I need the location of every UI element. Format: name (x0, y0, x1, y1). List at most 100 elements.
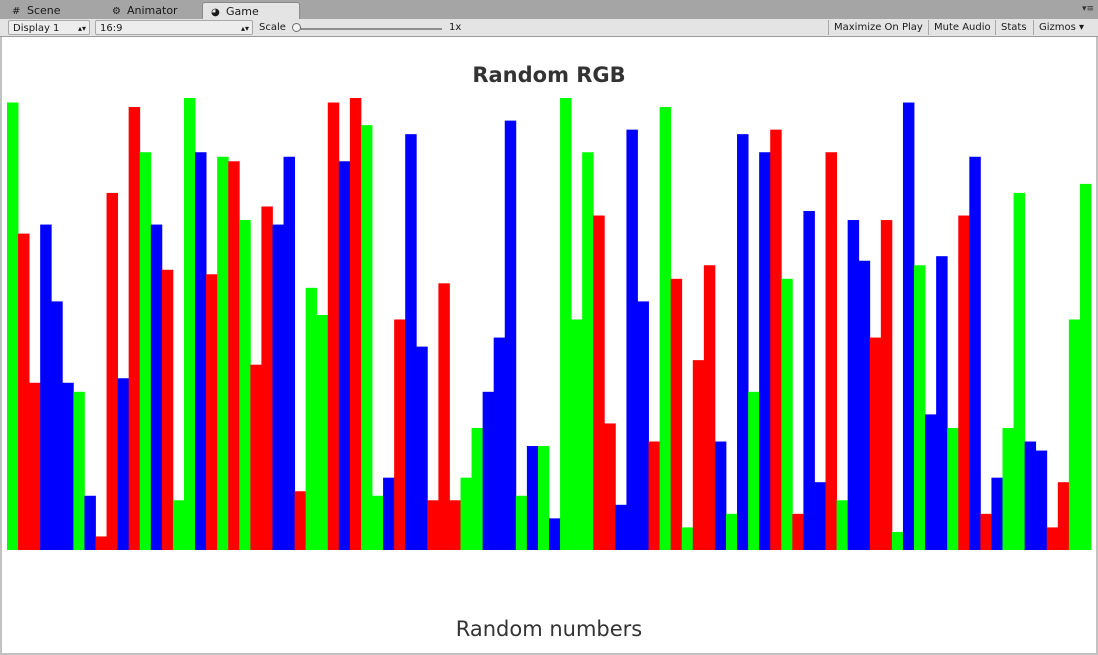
bar (261, 206, 273, 551)
stats-button[interactable]: Stats (995, 20, 1032, 35)
display-value: Display 1 (13, 23, 60, 34)
bar (327, 102, 340, 551)
bar (825, 152, 837, 550)
bar (748, 391, 760, 550)
bar (228, 161, 240, 550)
bar (515, 495, 528, 550)
bar (836, 500, 849, 550)
bar (737, 134, 749, 550)
bar (1046, 527, 1059, 550)
bar (537, 446, 550, 550)
tab-animator-label: Animator (127, 4, 178, 17)
scale-slider-track[interactable] (296, 28, 442, 30)
maximize-on-play-button[interactable]: Maximize On Play (828, 20, 928, 35)
bar (781, 278, 793, 550)
bar (482, 391, 495, 550)
aspect-value: 16:9 (100, 23, 123, 34)
dropdown-arrow-icon: ▴▾ (240, 24, 249, 33)
bar (139, 152, 152, 550)
chevron-down-icon: ▾ (1079, 22, 1085, 33)
bar (670, 278, 683, 550)
bar (372, 495, 384, 550)
bar (891, 531, 904, 550)
bar (172, 500, 185, 550)
tab-bar: # Scene ⚙ Animator ◕ Game ▾≡ (0, 0, 1098, 19)
tab-scene-label: Scene (27, 4, 61, 17)
bar (250, 364, 262, 550)
bar (7, 102, 19, 551)
bar (560, 98, 572, 550)
bar (316, 314, 329, 550)
grid-icon: # (12, 6, 21, 17)
bar (128, 107, 141, 550)
game-view: Random RGB Random numbers (2, 37, 1096, 653)
bar (161, 269, 174, 550)
bar (703, 265, 716, 550)
tab-game-label: Game (226, 5, 259, 18)
scale-value: 1x (449, 22, 462, 33)
gizmos-label: Gizmos (1039, 22, 1076, 33)
bar (349, 98, 362, 550)
bar (914, 265, 926, 550)
bar (803, 211, 815, 550)
bar (902, 102, 915, 551)
bar (582, 152, 594, 550)
bar (206, 274, 218, 550)
bar (150, 224, 163, 550)
pacman-icon: ◕ (211, 7, 220, 18)
bar (460, 477, 472, 550)
bar (305, 287, 318, 550)
bar (504, 120, 517, 550)
bar (383, 477, 395, 550)
bar (770, 129, 782, 550)
bar (427, 500, 439, 550)
bar (62, 382, 74, 550)
bar (1057, 482, 1070, 550)
mute-audio-button[interactable]: Mute Audio (928, 20, 996, 35)
display-dropdown[interactable]: Display 1 ▴▾ (8, 20, 90, 35)
bar (394, 319, 406, 550)
bar (18, 233, 30, 550)
scale-label: Scale (259, 22, 286, 33)
dropdown-arrow-icon: ▴▾ (77, 24, 86, 33)
bar (714, 441, 727, 550)
tab-scene[interactable]: # Scene (4, 2, 94, 19)
bar-chart (7, 98, 1092, 551)
window-menu-icon[interactable]: ▾≡ (1081, 4, 1094, 14)
bar (626, 129, 638, 550)
bar (493, 337, 506, 550)
bar (84, 495, 96, 550)
bar (29, 382, 41, 550)
bar (1035, 450, 1048, 550)
bar (648, 441, 661, 550)
scale-slider-knob[interactable] (292, 23, 301, 32)
bar (438, 283, 450, 550)
bar (360, 125, 373, 551)
bar (880, 220, 893, 551)
tab-game[interactable]: ◕ Game (202, 2, 300, 19)
bar (604, 423, 616, 550)
bar (217, 156, 229, 550)
bar (195, 152, 207, 550)
aspect-dropdown[interactable]: 16:9 ▴▾ (95, 20, 253, 35)
tab-animator[interactable]: ⚙ Animator (104, 2, 198, 19)
bar (980, 513, 992, 550)
bar (947, 427, 959, 550)
gizmos-button[interactable]: Gizmos ▾ (1033, 20, 1089, 35)
bar (106, 192, 119, 551)
bar (659, 107, 672, 550)
bar (294, 491, 307, 550)
bar (1002, 427, 1014, 550)
bar (40, 224, 52, 550)
bar (725, 513, 738, 550)
bar (692, 360, 705, 550)
x-axis-label: Random numbers (455, 617, 643, 641)
bar (858, 260, 871, 550)
bar (925, 414, 937, 550)
bar (681, 527, 694, 550)
bar (117, 378, 130, 550)
chart-title: Random RGB (472, 63, 626, 87)
game-toolbar: Display 1 ▴▾ 16:9 ▴▾ Scale 1x Maximize O… (0, 19, 1098, 37)
bar (1068, 319, 1081, 550)
bar (283, 156, 295, 550)
